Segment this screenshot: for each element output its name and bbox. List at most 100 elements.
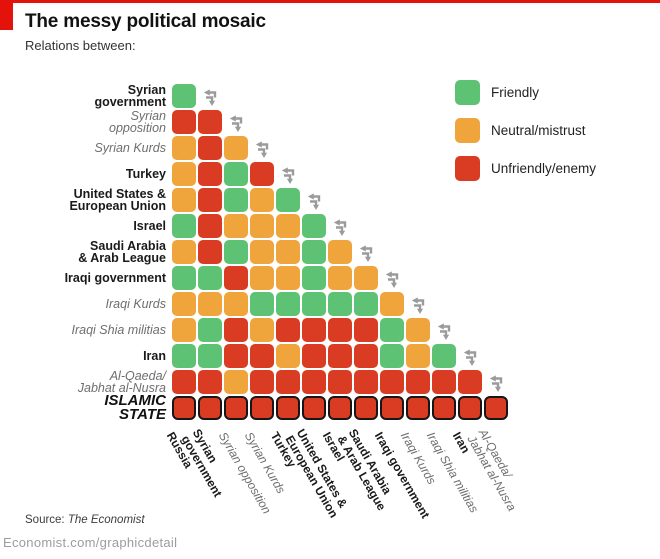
- matrix-cell: [198, 188, 222, 212]
- matrix-cell: [172, 240, 196, 264]
- mutual-arrows-icon: [384, 271, 401, 288]
- matrix-cell: [380, 318, 404, 342]
- source-name: The Economist: [67, 514, 145, 526]
- matrix-cell: [380, 344, 404, 368]
- matrix-cell: [250, 214, 274, 238]
- matrix-cell: [172, 110, 196, 134]
- matrix-cell: [458, 370, 482, 394]
- row-label: Iraqi government: [64, 270, 166, 285]
- matrix-cell: [302, 318, 326, 342]
- matrix-cell: [172, 84, 196, 108]
- site-url: Economist.com/graphicdetail: [3, 535, 178, 550]
- matrix-cell: [432, 396, 456, 420]
- matrix-cell: [276, 188, 300, 212]
- matrix-cell: [328, 240, 352, 264]
- matrix-cell: [198, 292, 222, 316]
- matrix-cell: [432, 370, 456, 394]
- matrix-cell: [328, 370, 352, 394]
- matrix-cell: [276, 214, 300, 238]
- row-label: ISLAMIC STATE: [104, 392, 166, 423]
- mutual-arrows-icon: [462, 349, 479, 366]
- row-label: Syrian opposition: [109, 108, 166, 135]
- matrix-cell: [172, 162, 196, 186]
- matrix-cell: [250, 162, 274, 186]
- legend-label: Neutral/mistrust: [491, 123, 586, 138]
- chart-subtitle: Relations between:: [25, 38, 136, 53]
- legend-swatch-neutral: [455, 118, 480, 143]
- matrix-cell: [302, 396, 326, 420]
- matrix-cell: [224, 396, 248, 420]
- matrix-cell: [276, 344, 300, 368]
- matrix-cell: [406, 344, 430, 368]
- matrix-cell: [406, 396, 430, 420]
- row-label: Iran: [143, 348, 166, 363]
- matrix-cell: [302, 344, 326, 368]
- matrix-cell: [198, 162, 222, 186]
- matrix-cell: [302, 266, 326, 290]
- mutual-arrows-icon: [358, 245, 375, 262]
- row-label: Turkey: [125, 166, 166, 181]
- legend-label: Friendly: [491, 85, 540, 100]
- legend-item-neutral: Neutral/mistrust: [455, 118, 596, 143]
- matrix-cell: [224, 344, 248, 368]
- matrix-cell: [224, 240, 248, 264]
- chart-title: The messy political mosaic: [25, 11, 266, 32]
- matrix-cell: [354, 344, 378, 368]
- matrix-cell: [198, 370, 222, 394]
- matrix-cell: [406, 318, 430, 342]
- matrix-cell: [302, 214, 326, 238]
- matrix-cell: [250, 370, 274, 394]
- matrix-cell: [224, 188, 248, 212]
- mutual-arrows-icon: [254, 141, 271, 158]
- matrix-cell: [380, 292, 404, 316]
- mutual-arrows-icon: [332, 219, 349, 236]
- row-label: Saudi Arabia & Arab League: [78, 238, 166, 265]
- mutual-arrows-icon: [488, 375, 505, 392]
- matrix-cell: [224, 370, 248, 394]
- matrix-cell: [172, 396, 196, 420]
- mutual-arrows-icon: [228, 115, 245, 132]
- matrix-cell: [172, 292, 196, 316]
- matrix-cell: [224, 292, 248, 316]
- legend-item-unfriendly: Unfriendly/enemy: [455, 156, 596, 181]
- source-line: Source: The Economist: [25, 514, 145, 526]
- top-red-rule: [0, 0, 660, 3]
- mutual-arrows-icon: [410, 297, 427, 314]
- matrix-cell: [328, 318, 352, 342]
- matrix-cell: [172, 266, 196, 290]
- matrix-cell: [250, 318, 274, 342]
- matrix-cell: [302, 240, 326, 264]
- matrix-cell: [276, 318, 300, 342]
- matrix-cell: [328, 396, 352, 420]
- matrix-cell: [224, 318, 248, 342]
- mutual-arrows-icon: [436, 323, 453, 340]
- matrix-cell: [354, 292, 378, 316]
- matrix-cell: [276, 266, 300, 290]
- mutual-arrows-icon: [306, 193, 323, 210]
- matrix-cell: [172, 344, 196, 368]
- row-label: Israel: [133, 218, 166, 233]
- row-label: United States & European Union: [69, 186, 166, 213]
- matrix-cell: [328, 292, 352, 316]
- economist-red-tab: [0, 3, 13, 30]
- matrix-cell: [276, 292, 300, 316]
- matrix-cell: [276, 240, 300, 264]
- matrix-cell: [458, 396, 482, 420]
- matrix-cell: [224, 266, 248, 290]
- row-label: Iraqi Shia militias: [71, 322, 166, 337]
- source-prefix: Source:: [25, 514, 68, 526]
- matrix-cell: [354, 266, 378, 290]
- matrix-cell: [250, 266, 274, 290]
- matrix-cell: [172, 318, 196, 342]
- matrix-cell: [250, 396, 274, 420]
- legend-swatch-unfriendly: [455, 156, 480, 181]
- matrix-cell: [250, 344, 274, 368]
- legend: Friendly Neutral/mistrust Unfriendly/ene…: [455, 80, 596, 194]
- matrix-cell: [172, 370, 196, 394]
- matrix-cell: [172, 214, 196, 238]
- row-label: Al-Qaeda/ Jabhat al-Nusra: [77, 368, 166, 395]
- matrix-cell: [276, 396, 300, 420]
- row-label: Syrian government: [94, 82, 166, 109]
- matrix-cell: [328, 344, 352, 368]
